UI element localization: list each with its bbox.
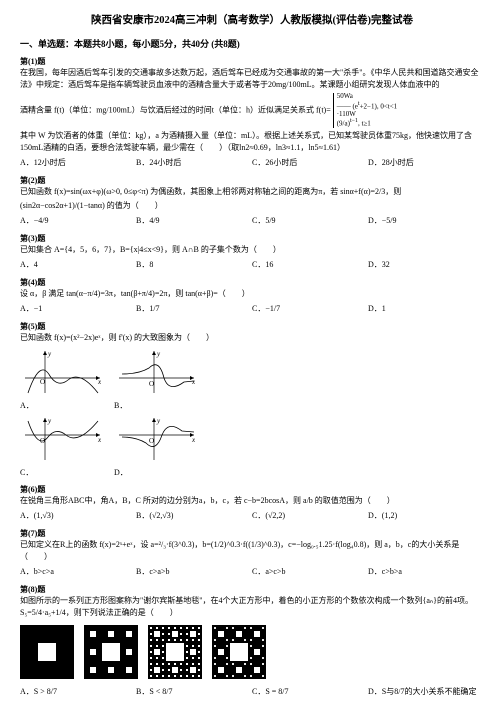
- q2-options: A．−4/9 B．4/9 C．5/9 D．−5/9: [20, 214, 484, 227]
- q7-opt-b: B．c>a>b: [136, 565, 252, 578]
- fractal-4: [212, 625, 266, 679]
- q6-opt-b: B．(√2,√3): [136, 509, 252, 522]
- q5-graph-a: O x y: [20, 348, 104, 396]
- q5-graph-row1: O x y O x y: [20, 348, 484, 396]
- q6-opt-c: C．(√2,2): [252, 509, 368, 522]
- q7-opt-a: A．b>c>a: [20, 565, 136, 578]
- svg-text:O: O: [149, 437, 154, 445]
- q1-body2: 酒精含量 f(t)（单位：mg/100mL）与饮酒后经过的时间t（单位：h）近似…: [20, 93, 484, 128]
- q5-graph-c: O x y: [20, 415, 104, 463]
- fractal-3: [148, 625, 202, 679]
- q3-opt-b: B．8: [136, 258, 252, 271]
- q2-opt-a: A．−4/9: [20, 214, 136, 227]
- q1-formula: 50Wa—— (et+2−1), 0<t<1·110W(9/a)t−1, t≥1: [333, 93, 397, 128]
- q6-opt-a: A．(1,√3): [20, 509, 136, 522]
- q8-options: A．S > 8/7 B．S < 8/7 C．S = 8/7 D．S与8/7的大小…: [20, 685, 484, 698]
- q8-opt-a: A．S > 8/7: [20, 685, 136, 698]
- q4-opt-b: B．1/7: [136, 302, 252, 315]
- q1-head: 第(1)题: [20, 56, 484, 67]
- q5-label-c: C．: [20, 467, 104, 478]
- q7-options: A．b>c>a B．c>a>b C．a>c>b D．c>b>a: [20, 565, 484, 578]
- q3-opt-a: A．4: [20, 258, 136, 271]
- q8-opt-d: D．S与8/7的大小关系不能确定: [368, 685, 484, 698]
- q2-opt-c: C．5/9: [252, 214, 368, 227]
- q2-body: 已知函数 f(x)=sin(ωx+φ)(ω>0, 0≤φ<π) 为偶函数，其图象…: [20, 186, 484, 198]
- q5-body: 已知函数 f(x)=(x²−2x)eˣ，则 f'(x) 的大致图象为（ ）: [20, 332, 484, 344]
- q1-opt-b: B．24小时后: [136, 156, 252, 169]
- q5-head: 第(5)题: [20, 321, 484, 332]
- q4-opt-c: C．−1/7: [252, 302, 368, 315]
- q1-options: A．12小时后 B．24小时后 C．26小时后 D．28小时后: [20, 156, 484, 169]
- q6-opt-d: D．(1,2): [368, 509, 484, 522]
- q5-label-a: A．: [20, 400, 104, 411]
- q5-graph-row2: O x y O x y: [20, 415, 484, 463]
- svg-text:x: x: [97, 378, 102, 386]
- q1-body: 在我国，每年因酒后驾车引发的交通事故多达数万起，酒后驾车已经成为交通事故的第一大…: [20, 67, 484, 91]
- q6-options: A．(1,√3) B．(√2,√3) C．(√2,2) D．(1,2): [20, 509, 484, 522]
- page-title: 陕西省安康市2024高三冲刺（高考数学）人教版模拟(评估卷)完整试卷: [20, 12, 484, 27]
- svg-text:y: y: [47, 417, 52, 425]
- q3-options: A．4 B．8 C．16 D．32: [20, 258, 484, 271]
- q8-opt-b: B．S < 8/7: [136, 685, 252, 698]
- q7-opt-d: D．c>b>a: [368, 565, 484, 578]
- q4-head: 第(4)题: [20, 277, 484, 288]
- svg-text:O: O: [40, 378, 45, 386]
- q4-body: 设 α，β 满足 tan(α−π/4)=3π，tan(β+π/4)=2π，则 t…: [20, 288, 484, 300]
- q2-body2: (sin2α−cos2α+1)/(1−tanα) 的值为（ ）: [20, 200, 484, 212]
- svg-text:x: x: [97, 436, 102, 444]
- q3-head: 第(3)题: [20, 233, 484, 244]
- q6-head: 第(6)题: [20, 484, 484, 495]
- q5-graph-d: O x y: [114, 415, 198, 463]
- q4-opt-a: A．−1: [20, 302, 136, 315]
- q1-body3: 其中 W 为饮酒者的体重（单位：kg），a 为酒精摄入量（单位：mL）。根据上述…: [20, 130, 484, 154]
- q8-opt-c: C．S = 8/7: [252, 685, 368, 698]
- q1-opt-c: C．26小时后: [252, 156, 368, 169]
- q5-label-b: B．: [114, 400, 198, 411]
- svg-text:y: y: [156, 350, 161, 358]
- svg-text:y: y: [156, 417, 161, 425]
- q7-body: 已知定义在R上的函数 f(x)=2ˣ+eˣ，设 a=²/₃·f(3^0.3)，b…: [20, 539, 484, 563]
- svg-text:x: x: [191, 378, 196, 386]
- q7-opt-c: C．a>c>b: [252, 565, 368, 578]
- fractal-2: [84, 625, 138, 679]
- q2-head: 第(2)题: [20, 175, 484, 186]
- q6-body: 在锐角三角形ABC中，角A，B，C 所对的边分别为a，b，c，若 c−b=2bc…: [20, 495, 484, 507]
- q1-text-2: 酒精含量 f(t)（单位：mg/100mL）与饮酒后经过的时间t（单位：h）近似…: [20, 106, 331, 115]
- fractal-1: [20, 625, 74, 679]
- svg-text:y: y: [47, 350, 52, 358]
- q1-opt-d: D．28小时后: [368, 156, 484, 169]
- section-title: 一、单选题：本题共8小题，每小题5分，共40分 (共8题): [20, 37, 484, 50]
- q5-graph-b: O x y: [114, 348, 198, 396]
- q8-body: 如图所示的一系列正方形图案称为"谢尔宾斯基地毯"，在4个大正方形中，着色的小正方…: [20, 595, 484, 619]
- q4-opt-d: D．1: [368, 302, 484, 315]
- q7-head: 第(7)题: [20, 528, 484, 539]
- q1-opt-a: A．12小时后: [20, 156, 136, 169]
- q8-head: 第(8)题: [20, 584, 484, 595]
- q3-opt-d: D．32: [368, 258, 484, 271]
- svg-text:x: x: [191, 436, 196, 444]
- svg-text:O: O: [149, 380, 154, 388]
- q4-options: A．−1 B．1/7 C．−1/7 D．1: [20, 302, 484, 315]
- q1-text-1: 在我国，每年因酒后驾车引发的交通事故多达数万起，酒后驾车已经成为交通事故的第一大…: [20, 68, 479, 89]
- q2-opt-d: D．−5/9: [368, 214, 484, 227]
- q5-label-d: D．: [114, 467, 198, 478]
- q3-body: 已知集合 A={4，5，6，7}，B={x|4≤x<9}，则 A∩B 的子集个数…: [20, 244, 484, 256]
- q3-opt-c: C．16: [252, 258, 368, 271]
- q8-fractal-row: [20, 625, 484, 679]
- q2-opt-b: B．4/9: [136, 214, 252, 227]
